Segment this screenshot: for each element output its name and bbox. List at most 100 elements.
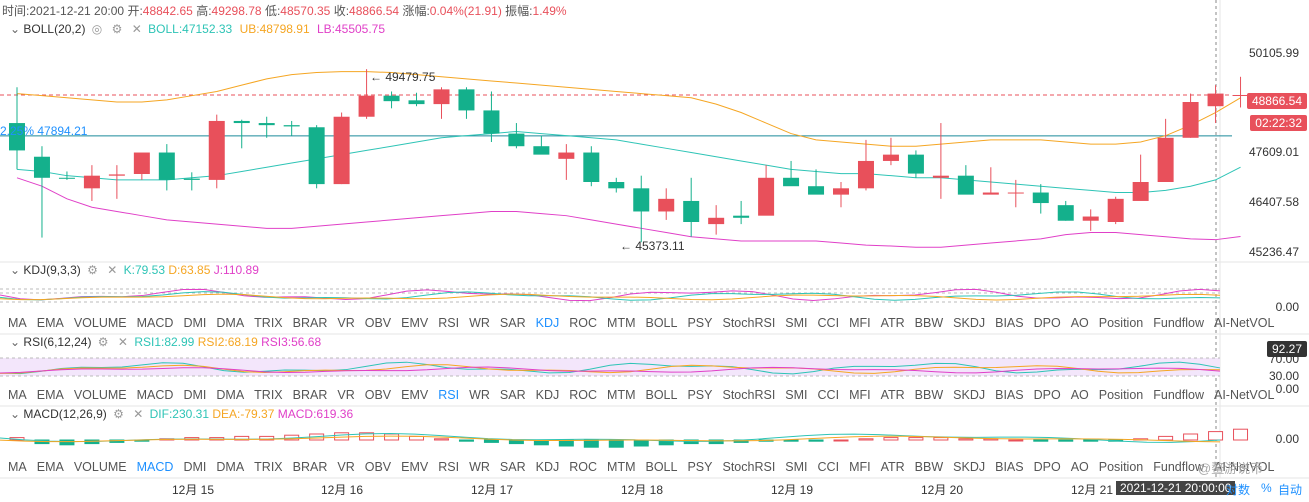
tab-sar[interactable]: SAR — [499, 316, 526, 330]
tab-atr[interactable]: ATR — [880, 316, 905, 330]
tab-bbw[interactable]: BBW — [914, 388, 944, 402]
tab-dma[interactable]: DMA — [216, 460, 245, 474]
tab-wr[interactable]: WR — [469, 316, 490, 330]
tab-vr[interactable]: VR — [337, 460, 355, 474]
tab-position[interactable]: Position — [1098, 460, 1144, 474]
tab-position[interactable]: Position — [1098, 388, 1144, 402]
tab-sar[interactable]: SAR — [499, 460, 526, 474]
tab-cci[interactable]: CCI — [817, 316, 840, 330]
tab-roc[interactable]: ROC — [569, 460, 598, 474]
tab-ma[interactable]: MA — [8, 388, 27, 402]
chevron-down-icon[interactable]: ⌄ — [10, 22, 21, 36]
tab-dma[interactable]: DMA — [216, 316, 245, 330]
tab-ma[interactable]: MA — [8, 316, 27, 330]
tab-ai-netvol[interactable]: AI-NetVOL — [1213, 388, 1275, 402]
tab-dmi[interactable]: DMI — [183, 316, 207, 330]
tab-emv[interactable]: EMV — [401, 316, 429, 330]
tab-kdj[interactable]: KDJ — [535, 460, 560, 474]
tab-emv[interactable]: EMV — [401, 460, 429, 474]
tab-bbw[interactable]: BBW — [914, 316, 944, 330]
tab-wr[interactable]: WR — [469, 460, 490, 474]
tab-ema[interactable]: EMA — [36, 460, 64, 474]
tab-skdj[interactable]: SKDJ — [953, 460, 986, 474]
tab-rsi[interactable]: RSI — [438, 388, 460, 402]
tab-cci[interactable]: CCI — [817, 388, 840, 402]
tab-skdj[interactable]: SKDJ — [953, 316, 986, 330]
tab-fundflow[interactable]: Fundflow — [1153, 388, 1204, 402]
tab-ao[interactable]: AO — [1070, 316, 1089, 330]
eye-icon[interactable]: ◎ — [91, 22, 103, 36]
tab-obv[interactable]: OBV — [364, 388, 392, 402]
tab-roc[interactable]: ROC — [569, 388, 598, 402]
tab-boll[interactable]: BOLL — [645, 388, 678, 402]
auto-toggle[interactable]: 自动 — [1278, 483, 1303, 497]
tab-macd[interactable]: MACD — [136, 388, 174, 402]
tab-ao[interactable]: AO — [1070, 460, 1089, 474]
tab-obv[interactable]: OBV — [364, 316, 392, 330]
tab-dmi[interactable]: DMI — [183, 388, 207, 402]
tab-bias[interactable]: BIAS — [995, 316, 1024, 330]
tab-boll[interactable]: BOLL — [645, 460, 678, 474]
tab-emv[interactable]: EMV — [401, 388, 429, 402]
tab-kdj[interactable]: KDJ — [535, 388, 560, 402]
gear-icon[interactable]: ⚙ — [87, 263, 98, 277]
chevron-down-icon[interactable]: ⌄ — [10, 263, 21, 277]
tab-ema[interactable]: EMA — [36, 388, 64, 402]
chevron-down-icon[interactable]: ⌄ — [10, 335, 21, 349]
tab-wr[interactable]: WR — [469, 388, 490, 402]
tab-ma[interactable]: MA — [8, 460, 27, 474]
tab-ema[interactable]: EMA — [36, 316, 64, 330]
tab-fundflow[interactable]: Fundflow — [1153, 316, 1204, 330]
tab-smi[interactable]: SMI — [785, 316, 808, 330]
gear-icon[interactable]: ⚙ — [97, 335, 109, 349]
tab-mfi[interactable]: MFI — [849, 388, 871, 402]
tab-kdj[interactable]: KDJ — [535, 316, 560, 330]
tab-brar[interactable]: BRAR — [292, 388, 328, 402]
tab-dpo[interactable]: DPO — [1033, 460, 1061, 474]
tab-sar[interactable]: SAR — [499, 388, 526, 402]
tab-trix[interactable]: TRIX — [254, 460, 283, 474]
tab-atr[interactable]: ATR — [880, 388, 905, 402]
tab-obv[interactable]: OBV — [364, 460, 392, 474]
close-icon[interactable]: ✕ — [117, 335, 128, 349]
tab-dmi[interactable]: DMI — [183, 460, 207, 474]
gear-icon[interactable]: ⚙ — [111, 22, 123, 36]
tab-stochrsi[interactable]: StochRSI — [722, 316, 776, 330]
log-toggle[interactable]: 对数 — [1226, 483, 1251, 497]
tab-trix[interactable]: TRIX — [254, 388, 283, 402]
tab-dpo[interactable]: DPO — [1033, 316, 1061, 330]
tab-ai-netvol[interactable]: AI-NetVOL — [1213, 316, 1275, 330]
tab-ao[interactable]: AO — [1070, 388, 1089, 402]
tab-bbw[interactable]: BBW — [914, 460, 944, 474]
tab-mfi[interactable]: MFI — [849, 460, 871, 474]
tab-dpo[interactable]: DPO — [1033, 388, 1061, 402]
tab-brar[interactable]: BRAR — [292, 316, 328, 330]
tab-mfi[interactable]: MFI — [849, 316, 871, 330]
tab-volume[interactable]: VOLUME — [73, 316, 127, 330]
tab-psy[interactable]: PSY — [687, 460, 713, 474]
close-icon[interactable]: ✕ — [131, 22, 142, 36]
tab-stochrsi[interactable]: StochRSI — [722, 460, 776, 474]
tab-stochrsi[interactable]: StochRSI — [722, 388, 776, 402]
tab-brar[interactable]: BRAR — [292, 460, 328, 474]
tab-psy[interactable]: PSY — [687, 388, 713, 402]
tab-mtm[interactable]: MTM — [607, 388, 636, 402]
tab-macd[interactable]: MACD — [136, 460, 174, 474]
tab-rsi[interactable]: RSI — [438, 316, 460, 330]
tab-fundflow[interactable]: Fundflow — [1153, 460, 1204, 474]
tab-vr[interactable]: VR — [337, 316, 355, 330]
tab-mtm[interactable]: MTM — [607, 460, 636, 474]
percent-toggle[interactable]: % — [1261, 481, 1272, 495]
gear-icon[interactable]: ⚙ — [113, 407, 124, 421]
tab-rsi[interactable]: RSI — [438, 460, 460, 474]
tab-atr[interactable]: ATR — [880, 460, 905, 474]
tab-smi[interactable]: SMI — [785, 388, 808, 402]
tab-ai-netvol[interactable]: AI-NetVOL — [1213, 460, 1275, 474]
tab-trix[interactable]: TRIX — [254, 316, 283, 330]
tab-volume[interactable]: VOLUME — [73, 388, 127, 402]
tab-psy[interactable]: PSY — [687, 316, 713, 330]
tab-dma[interactable]: DMA — [216, 388, 245, 402]
tab-smi[interactable]: SMI — [785, 460, 808, 474]
tab-roc[interactable]: ROC — [569, 316, 598, 330]
tab-boll[interactable]: BOLL — [645, 316, 678, 330]
